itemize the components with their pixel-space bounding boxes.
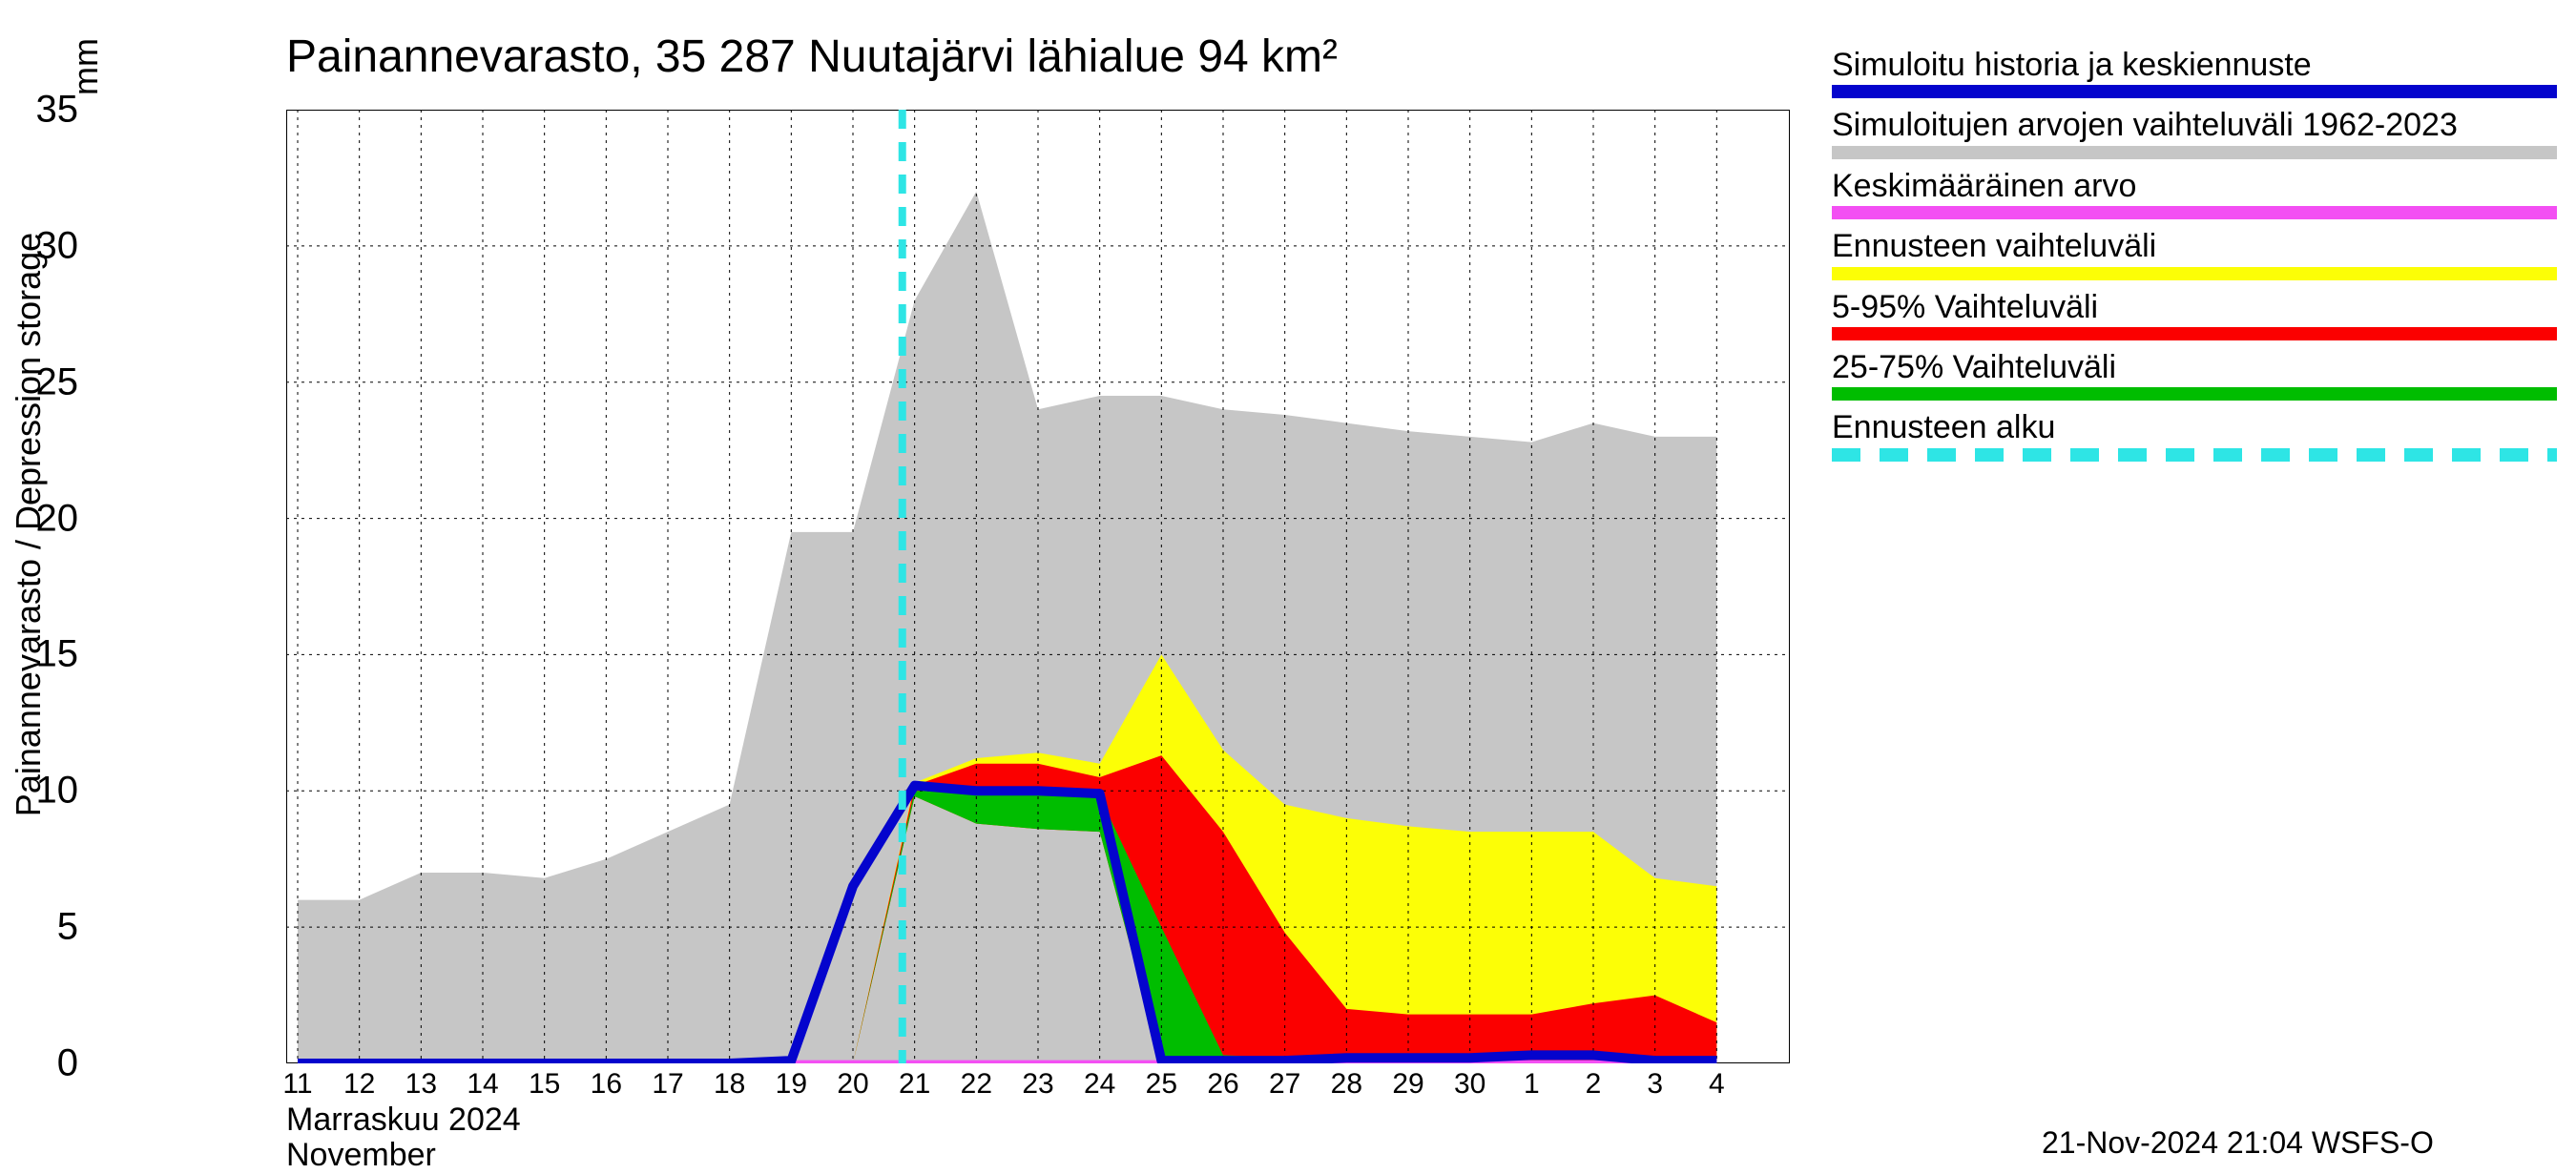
legend-swatch xyxy=(1832,267,2557,280)
x-tick-label: 20 xyxy=(837,1068,868,1101)
timestamp-label: 21-Nov-2024 21:04 WSFS-O xyxy=(2042,1125,2434,1161)
y-tick-label: 25 xyxy=(2,360,78,403)
x-tick-label: 11 xyxy=(282,1068,312,1101)
x-tick-label: 29 xyxy=(1392,1068,1423,1101)
x-tick-label: 28 xyxy=(1331,1068,1362,1101)
legend-label: Keskimääräinen arvo xyxy=(1832,169,2557,204)
legend-swatch xyxy=(1832,327,2557,340)
legend-swatch xyxy=(1832,387,2557,401)
legend-swatch xyxy=(1832,206,2557,219)
legend-label: 5-95% Vaihteluväli xyxy=(1832,290,2557,325)
legend-item: Simuloitujen arvojen vaihteluväli 1962-2… xyxy=(1832,108,2557,158)
y-tick-label: 30 xyxy=(2,224,78,267)
y-tick-label: 20 xyxy=(2,497,78,540)
x-tick-label: 21 xyxy=(899,1068,930,1101)
x-tick-label: 30 xyxy=(1454,1068,1485,1101)
x-tick-label: 26 xyxy=(1207,1068,1238,1101)
x-tick-label: 17 xyxy=(652,1068,683,1101)
x-tick-label: 18 xyxy=(714,1068,745,1101)
x-tick-label: 27 xyxy=(1269,1068,1300,1101)
legend-label: Ennusteen alku xyxy=(1832,410,2557,445)
chart-title: Painannevarasto, 35 287 Nuutajärvi lähia… xyxy=(286,31,1338,83)
y-tick-label: 35 xyxy=(2,89,78,132)
legend-item: Ennusteen alku xyxy=(1832,410,2557,461)
legend-swatch xyxy=(1832,85,2557,98)
x-tick-label: 13 xyxy=(405,1068,437,1101)
legend-item: 25-75% Vaihteluväli xyxy=(1832,350,2557,401)
legend-swatch xyxy=(1832,146,2557,159)
y-tick-label: 10 xyxy=(2,770,78,813)
x-tick-label: 16 xyxy=(591,1068,622,1101)
chart-container: Painannevarasto / Depression storage mm … xyxy=(0,0,2576,1144)
x-tick-label: 2 xyxy=(1586,1068,1602,1101)
x-tick-label: 22 xyxy=(961,1068,992,1101)
legend-label: 25-75% Vaihteluväli xyxy=(1832,350,2557,385)
legend-item: Ennusteen vaihteluväli xyxy=(1832,229,2557,279)
legend-label: Ennusteen vaihteluväli xyxy=(1832,229,2557,264)
x-month-label-en: November xyxy=(286,1137,436,1174)
y-tick-label: 15 xyxy=(2,633,78,676)
y-tick-label: 0 xyxy=(2,1042,78,1085)
x-tick-label: 4 xyxy=(1709,1068,1725,1101)
plot-svg xyxy=(286,110,1790,1063)
legend-item: Simuloitu historia ja keskiennuste xyxy=(1832,48,2557,98)
x-tick-label: 12 xyxy=(343,1068,375,1101)
x-tick-label: 15 xyxy=(529,1068,560,1101)
legend-label: Simuloitujen arvojen vaihteluväli 1962-2… xyxy=(1832,108,2557,143)
legend-item: 5-95% Vaihteluväli xyxy=(1832,290,2557,340)
plot-area xyxy=(286,110,1790,1063)
legend: Simuloitu historia ja keskiennuste Simulo… xyxy=(1832,48,2557,471)
x-tick-label: 1 xyxy=(1524,1068,1540,1101)
x-tick-label: 19 xyxy=(776,1068,807,1101)
x-tick-label: 24 xyxy=(1084,1068,1115,1101)
x-tick-label: 14 xyxy=(467,1068,498,1101)
y-axis-unit: mm xyxy=(66,38,106,95)
x-tick-label: 25 xyxy=(1146,1068,1177,1101)
legend-item: Keskimääräinen arvo xyxy=(1832,169,2557,219)
x-tick-label: 3 xyxy=(1647,1068,1663,1101)
y-tick-label: 5 xyxy=(2,906,78,949)
x-month-label-fi: Marraskuu 2024 xyxy=(286,1102,521,1139)
legend-swatch xyxy=(1832,448,2557,462)
legend-label: Simuloitu historia ja keskiennuste xyxy=(1832,48,2557,83)
x-tick-label: 23 xyxy=(1022,1068,1053,1101)
